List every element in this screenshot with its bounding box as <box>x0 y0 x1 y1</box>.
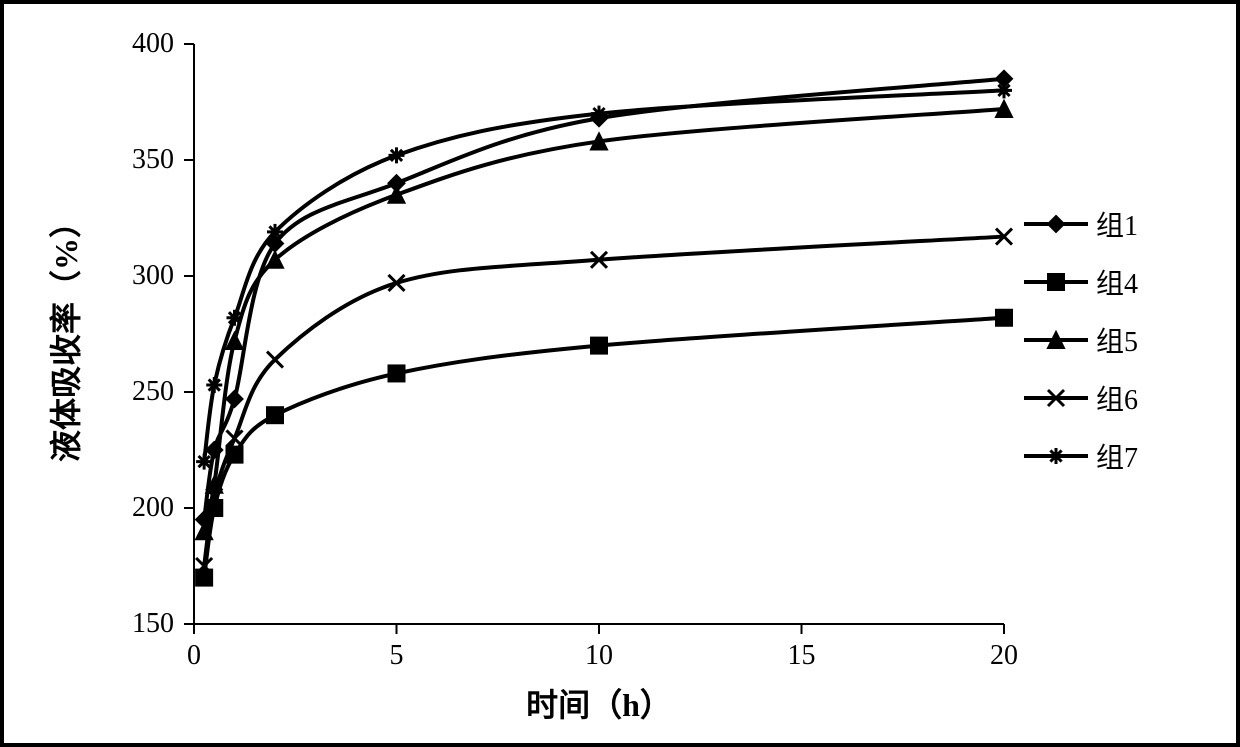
x-tick-label: 0 <box>187 640 201 672</box>
x-tick-label: 20 <box>990 640 1018 672</box>
legend: 组1 组4 组5 组6 组7 <box>1024 204 1138 494</box>
legend-entry: 组6 <box>1024 378 1138 418</box>
y-tick-label: 300 <box>104 260 174 292</box>
legend-entry: 组1 <box>1024 204 1138 244</box>
y-tick-label: 150 <box>104 608 174 640</box>
legend-entry: 组4 <box>1024 262 1138 302</box>
x-tick-label: 5 <box>390 640 404 672</box>
x-tick-label: 10 <box>585 640 613 672</box>
y-tick-label: 200 <box>104 492 174 524</box>
chart-frame: 05101520150200250300350400时间（h）液体吸收率（%） … <box>0 0 1240 747</box>
legend-swatch-x-icon <box>1024 386 1088 410</box>
legend-swatch-triangle-icon <box>1024 328 1088 352</box>
series-line-g4 <box>204 318 1004 578</box>
y-tick-label: 400 <box>104 28 174 60</box>
legend-entry: 组7 <box>1024 436 1138 476</box>
y-tick-label: 350 <box>104 144 174 176</box>
legend-label: 组6 <box>1096 378 1138 418</box>
y-axis-label: 液体吸收率（%） <box>41 206 87 462</box>
plot-area <box>194 44 1004 624</box>
legend-swatch-square-icon <box>1024 270 1088 294</box>
legend-swatch-diamond-icon <box>1024 212 1088 236</box>
legend-label: 组1 <box>1096 204 1138 244</box>
legend-label: 组7 <box>1096 436 1138 476</box>
legend-entry: 组5 <box>1024 320 1138 360</box>
legend-label: 组4 <box>1096 262 1138 302</box>
x-axis-label: 时间（h） <box>526 680 672 726</box>
x-tick-label: 15 <box>788 640 816 672</box>
legend-swatch-star-icon <box>1024 444 1088 468</box>
series-line-g6 <box>204 237 1004 566</box>
legend-label: 组5 <box>1096 320 1138 360</box>
y-tick-label: 250 <box>104 376 174 408</box>
